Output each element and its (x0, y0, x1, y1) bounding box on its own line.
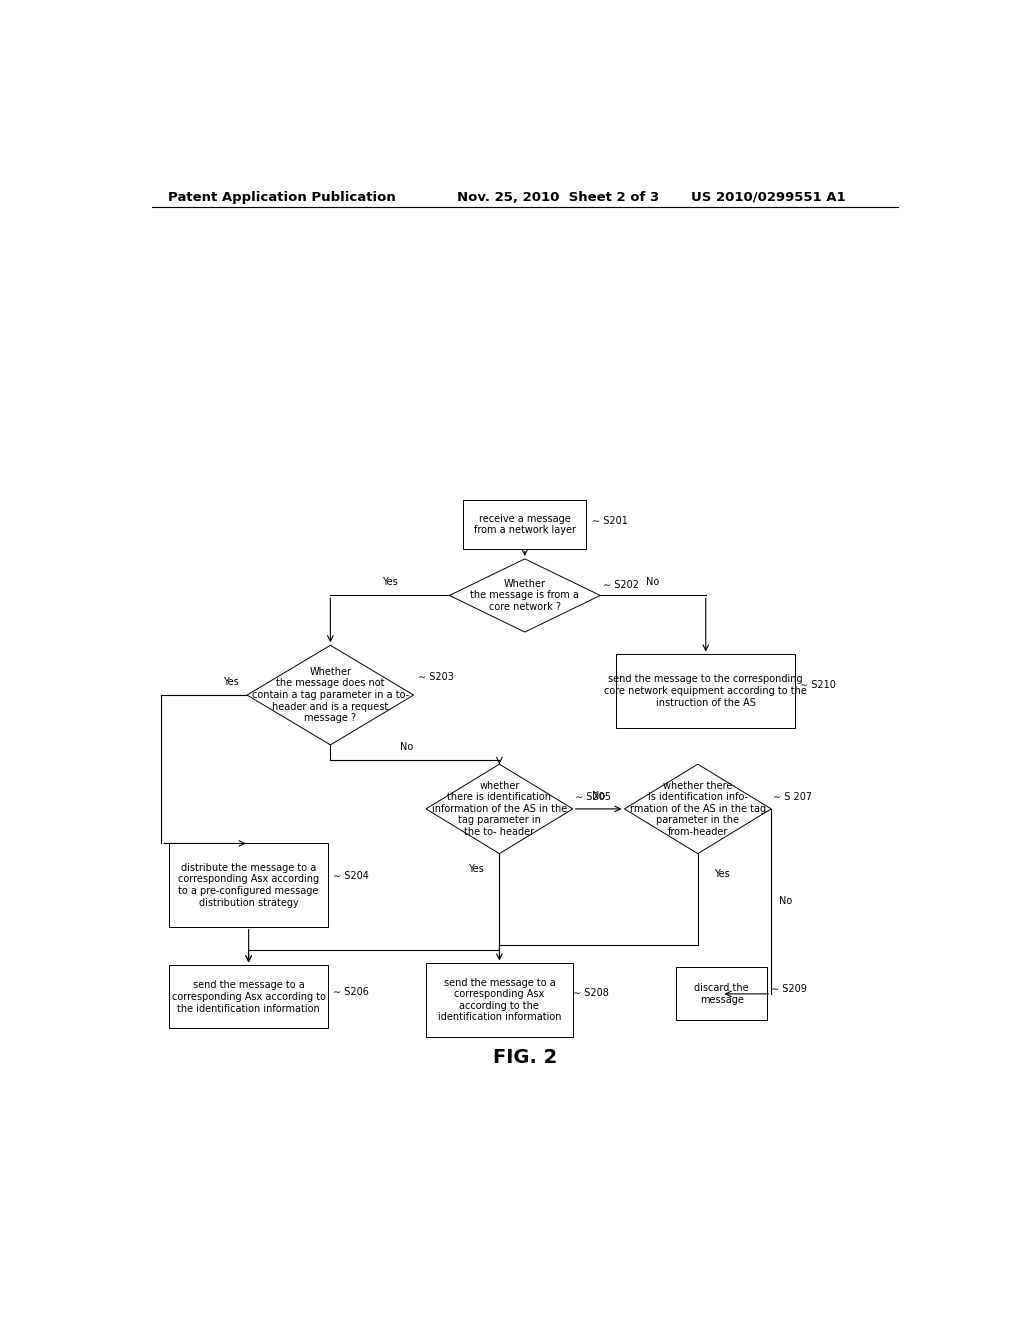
FancyBboxPatch shape (616, 655, 795, 727)
Text: ∼ S205: ∼ S205 (574, 792, 610, 801)
Text: FIG. 2: FIG. 2 (493, 1048, 557, 1068)
Polygon shape (450, 558, 600, 632)
Polygon shape (247, 645, 414, 744)
Text: whether
there is identification
information of the AS in the
tag parameter in
th: whether there is identification informat… (432, 780, 567, 837)
Text: send the message to a
corresponding Asx according to
the identification informat: send the message to a corresponding Asx … (172, 981, 326, 1014)
Text: receive a message
from a network layer: receive a message from a network layer (474, 513, 575, 535)
FancyBboxPatch shape (169, 965, 328, 1028)
Text: ∼ S201: ∼ S201 (592, 516, 628, 527)
Text: Yes: Yes (468, 863, 483, 874)
Text: Whether
the message does not
contain a tag parameter in a to-
header and is a re: Whether the message does not contain a t… (252, 667, 409, 723)
Text: send the message to a
corresponding Asx
according to the
identification informat: send the message to a corresponding Asx … (437, 978, 561, 1023)
Text: No: No (592, 791, 605, 801)
Polygon shape (625, 764, 771, 854)
FancyBboxPatch shape (169, 843, 328, 927)
Text: ∼ S 207: ∼ S 207 (773, 792, 812, 801)
Text: No: No (646, 577, 659, 587)
Text: Yes: Yes (714, 869, 729, 879)
Text: ∼ S204: ∼ S204 (333, 871, 369, 880)
FancyBboxPatch shape (463, 500, 587, 549)
FancyBboxPatch shape (676, 968, 767, 1020)
Text: distribute the message to a
corresponding Asx according
to a pre-configured mess: distribute the message to a correspondin… (178, 863, 319, 908)
Text: Whether
the message is from a
core network ?: Whether the message is from a core netwo… (470, 579, 580, 612)
Text: send the message to the corresponding
core network equipment according to the
in: send the message to the corresponding co… (604, 675, 807, 708)
Text: whether there
is identification info-
rmation of the AS in the tag
parameter in : whether there is identification info- rm… (630, 780, 766, 837)
Text: ∼ S202: ∼ S202 (602, 581, 639, 590)
Text: discard the
message: discard the message (694, 983, 749, 1005)
Text: ∼ S210: ∼ S210 (800, 680, 836, 690)
Text: ∼ S209: ∼ S209 (771, 983, 807, 994)
Polygon shape (426, 764, 572, 854)
Text: ∼ S206: ∼ S206 (333, 987, 369, 997)
Text: ∼ S203: ∼ S203 (418, 672, 454, 681)
Text: US 2010/0299551 A1: US 2010/0299551 A1 (691, 190, 846, 203)
Text: Nov. 25, 2010  Sheet 2 of 3: Nov. 25, 2010 Sheet 2 of 3 (458, 190, 659, 203)
FancyBboxPatch shape (426, 964, 572, 1036)
Text: No: No (779, 896, 793, 907)
Text: No: No (400, 742, 414, 752)
Text: Yes: Yes (382, 577, 397, 587)
Text: Patent Application Publication: Patent Application Publication (168, 190, 395, 203)
Text: Yes: Yes (223, 677, 240, 686)
Text: ∼ S208: ∼ S208 (573, 987, 609, 998)
